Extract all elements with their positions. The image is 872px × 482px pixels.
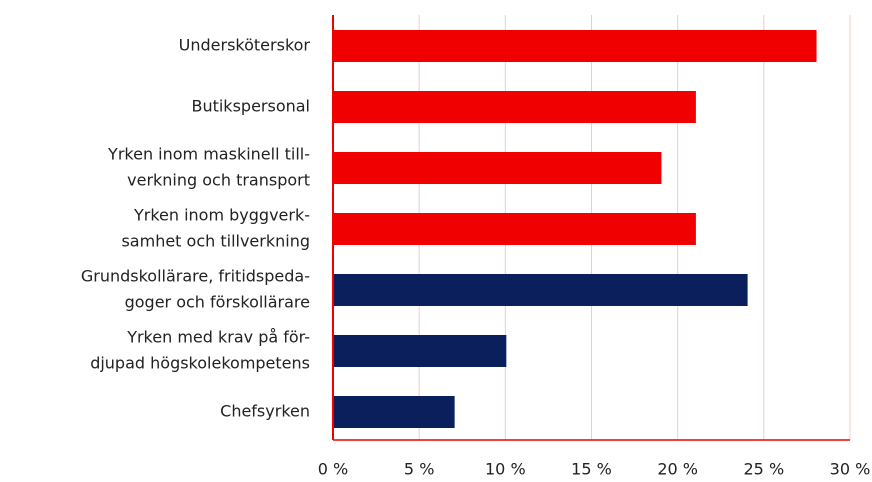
y-tick-label: Yrken inom maskinell till- <box>107 145 310 164</box>
y-tick-label: Yrken inom byggverk- <box>133 206 310 225</box>
bar <box>334 274 748 306</box>
y-tick-label: djupad högskolekompetens <box>90 354 310 373</box>
bar <box>334 213 696 245</box>
bar <box>334 91 696 123</box>
x-tick-label: 20 % <box>657 460 698 479</box>
bar <box>334 335 507 367</box>
y-tick-label: Undersköterskor <box>179 36 311 55</box>
bar <box>334 152 662 184</box>
y-tick-label: Butikspersonal <box>191 97 310 116</box>
x-tick-label: 30 % <box>830 460 871 479</box>
x-tick-label: 5 % <box>404 460 434 479</box>
x-tick-label: 15 % <box>571 460 612 479</box>
bar <box>334 396 455 428</box>
x-tick-label: 0 % <box>318 460 348 479</box>
y-tick-label: samhet och tillverkning <box>121 232 310 251</box>
y-tick-label: Yrken med krav på för- <box>126 328 310 347</box>
x-tick-label: 10 % <box>485 460 526 479</box>
y-tick-label: Chefsyrken <box>220 402 310 421</box>
y-tick-label: goger och förskollärare <box>125 293 310 312</box>
x-tick-label: 25 % <box>744 460 785 479</box>
bar <box>334 30 817 62</box>
y-tick-label: verkning och transport <box>127 171 310 190</box>
y-tick-label: Grundskollärare, fritidspeda- <box>81 267 310 286</box>
